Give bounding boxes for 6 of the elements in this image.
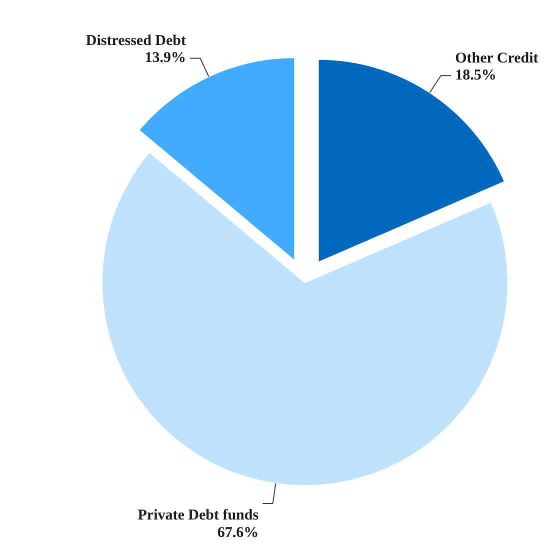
slice-label: Other Credit bbox=[455, 50, 538, 66]
data-label: 67.6% bbox=[217, 524, 259, 541]
slice-label: Distressed Debt bbox=[86, 32, 186, 49]
slice-label: Private Debt funds bbox=[138, 508, 259, 524]
data-label: 18.5% bbox=[455, 68, 496, 84]
data-label: 13.9% bbox=[144, 50, 186, 66]
